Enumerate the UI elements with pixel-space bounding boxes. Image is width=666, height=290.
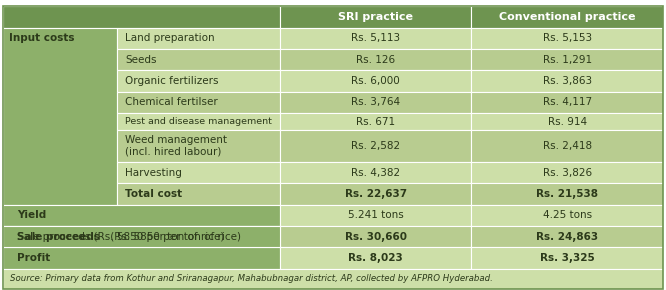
Bar — [280, 205, 472, 226]
Text: Rs. 4,382: Rs. 4,382 — [351, 168, 400, 178]
Bar — [3, 226, 280, 247]
Text: Rs. 5,153: Rs. 5,153 — [543, 33, 591, 44]
Text: Yield: Yield — [17, 210, 47, 220]
Text: 4.25 tons: 4.25 tons — [543, 210, 591, 220]
Bar — [280, 92, 472, 113]
Text: Rs. 21,538: Rs. 21,538 — [536, 189, 598, 199]
Bar — [472, 205, 663, 226]
Bar — [472, 162, 663, 183]
Text: Chemical fertilser: Chemical fertilser — [125, 97, 218, 107]
Bar — [117, 130, 280, 162]
Text: Total cost: Total cost — [125, 189, 182, 199]
Bar — [472, 247, 663, 269]
Bar — [3, 226, 280, 247]
Bar — [472, 6, 663, 28]
Bar — [472, 28, 663, 49]
Text: Rs. 30,660: Rs. 30,660 — [345, 232, 407, 242]
Text: Rs. 8,023: Rs. 8,023 — [348, 253, 403, 263]
Bar — [472, 183, 663, 205]
Bar — [3, 205, 280, 226]
Text: Sale proceeds (Rs. 5850 per ton of rice): Sale proceeds (Rs. 5850 per ton of rice) — [17, 232, 224, 242]
Bar — [3, 28, 117, 205]
Text: Conventional practice: Conventional practice — [499, 12, 635, 22]
Text: Harvesting: Harvesting — [125, 168, 182, 178]
Bar — [472, 92, 663, 113]
Text: Organic fertilizers: Organic fertilizers — [125, 76, 218, 86]
Bar — [3, 247, 280, 269]
Bar — [472, 49, 663, 70]
Bar — [280, 6, 472, 28]
Bar — [117, 183, 280, 205]
Text: Source: Primary data from Kothur and Sriranagapur, Mahabubnagar district, AP, co: Source: Primary data from Kothur and Sri… — [10, 274, 493, 283]
Text: 5.241 tons: 5.241 tons — [348, 210, 404, 220]
Bar — [3, 269, 663, 289]
Text: Seeds: Seeds — [125, 55, 157, 65]
Bar — [472, 226, 663, 247]
Text: Land preparation: Land preparation — [125, 33, 214, 44]
Text: Rs. 3,826: Rs. 3,826 — [543, 168, 591, 178]
Text: Rs. 671: Rs. 671 — [356, 117, 396, 126]
Text: Rs. 5,113: Rs. 5,113 — [351, 33, 400, 44]
Bar — [280, 113, 472, 130]
Bar — [472, 113, 663, 130]
Bar — [3, 6, 280, 28]
Bar — [117, 49, 280, 70]
Text: Rs. 6,000: Rs. 6,000 — [352, 76, 400, 86]
Text: Rs. 22,637: Rs. 22,637 — [345, 189, 407, 199]
Text: Sale proceeds: Sale proceeds — [17, 232, 100, 242]
Bar — [280, 49, 472, 70]
Bar — [280, 247, 472, 269]
Text: Rs. 3,863: Rs. 3,863 — [543, 76, 591, 86]
Bar — [472, 130, 663, 162]
Bar — [280, 130, 472, 162]
Text: Weed management
(incl. hired labour): Weed management (incl. hired labour) — [125, 135, 227, 157]
Text: Rs. 3,764: Rs. 3,764 — [351, 97, 400, 107]
Bar — [280, 70, 472, 92]
Bar — [117, 92, 280, 113]
Bar — [280, 28, 472, 49]
Text: Rs. 1,291: Rs. 1,291 — [543, 55, 591, 65]
Bar — [117, 113, 280, 130]
Text: Rs. 24,863: Rs. 24,863 — [536, 232, 598, 242]
Text: Rs. 126: Rs. 126 — [356, 55, 396, 65]
Text: Rs. 2,418: Rs. 2,418 — [543, 141, 591, 151]
Text: Input costs: Input costs — [9, 33, 75, 44]
Text: SRI practice: SRI practice — [338, 12, 414, 22]
Text: Rs. 4,117: Rs. 4,117 — [543, 97, 591, 107]
Bar — [117, 28, 280, 49]
Text: (Rs. 5850 per ton of rice): (Rs. 5850 per ton of rice) — [107, 232, 241, 242]
Bar — [117, 70, 280, 92]
Bar — [280, 183, 472, 205]
Bar — [117, 162, 280, 183]
Text: Profit: Profit — [17, 253, 51, 263]
Bar — [472, 70, 663, 92]
Bar — [280, 162, 472, 183]
Text: Rs. 914: Rs. 914 — [547, 117, 587, 126]
Text: Rs. 2,582: Rs. 2,582 — [351, 141, 400, 151]
Text: Rs. 3,325: Rs. 3,325 — [539, 253, 595, 263]
Bar — [280, 226, 472, 247]
Text: Pest and disease management: Pest and disease management — [125, 117, 272, 126]
